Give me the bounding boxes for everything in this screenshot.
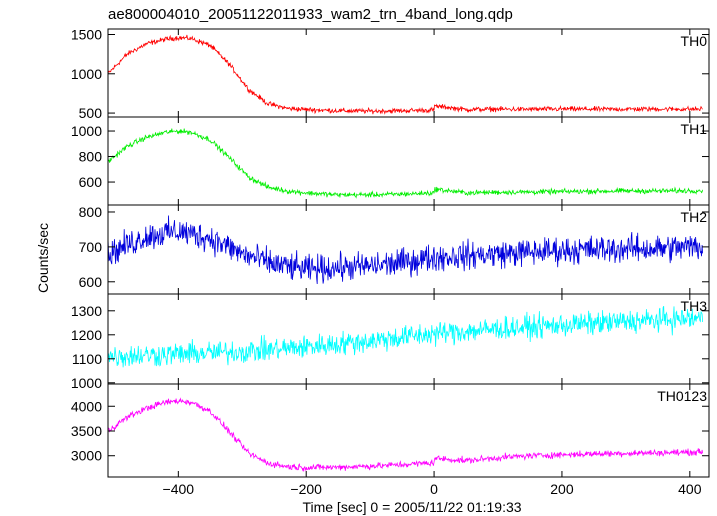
- series-label: TH2: [681, 209, 708, 225]
- x-tick-label: 200: [550, 481, 574, 497]
- series-line-th0123: [107, 397, 703, 472]
- y-tick-label: 1300: [71, 303, 102, 319]
- x-tick-label: −400: [163, 481, 195, 497]
- panels-group: 500 1000 1500 TH0 600 800 1000 TH1 600 700 800 TH2 1…: [71, 27, 710, 497]
- y-tick-label: 700: [79, 239, 103, 255]
- y-tick-label: 3000: [71, 448, 102, 464]
- y-tick-label: 1100: [72, 351, 102, 367]
- y-tick-label: 600: [79, 274, 103, 290]
- y-tick-label: 1000: [71, 375, 102, 391]
- series-line-th3: [107, 305, 703, 368]
- y-tick-label: 4000: [71, 398, 102, 414]
- series-line-th1: [107, 128, 703, 199]
- panel-frame-th0123: [107, 383, 710, 478]
- series-label: TH3: [681, 298, 708, 314]
- series-label: TH0: [681, 33, 708, 49]
- y-tick-label: 1000: [71, 66, 102, 82]
- y-tick-label: 3500: [71, 423, 102, 439]
- x-tick-label: 400: [678, 481, 702, 497]
- series-label: TH1: [681, 121, 708, 137]
- y-tick-label: 800: [79, 149, 103, 165]
- x-tick-label: −200: [290, 481, 322, 497]
- series-line-th0: [107, 34, 703, 115]
- x-axis-label: Time [sec] 0 = 2005/11/22 01:19:33: [302, 499, 521, 515]
- series-label: TH0123: [657, 388, 707, 404]
- y-tick-label: 600: [79, 174, 103, 190]
- y-tick-label: 800: [79, 204, 103, 220]
- y-tick-label: 1000: [71, 123, 102, 139]
- figure-title: ae800004010_20051122011933_wam2_trn_4ban…: [108, 6, 513, 23]
- x-tick-label: 0: [430, 481, 438, 497]
- y-tick-label: 1500: [71, 27, 102, 43]
- y-tick-label: 1200: [71, 327, 102, 343]
- y-tick-label: 500: [79, 105, 103, 121]
- series-line-th2: [107, 215, 703, 285]
- y-axis-label: Counts/sec: [35, 223, 51, 293]
